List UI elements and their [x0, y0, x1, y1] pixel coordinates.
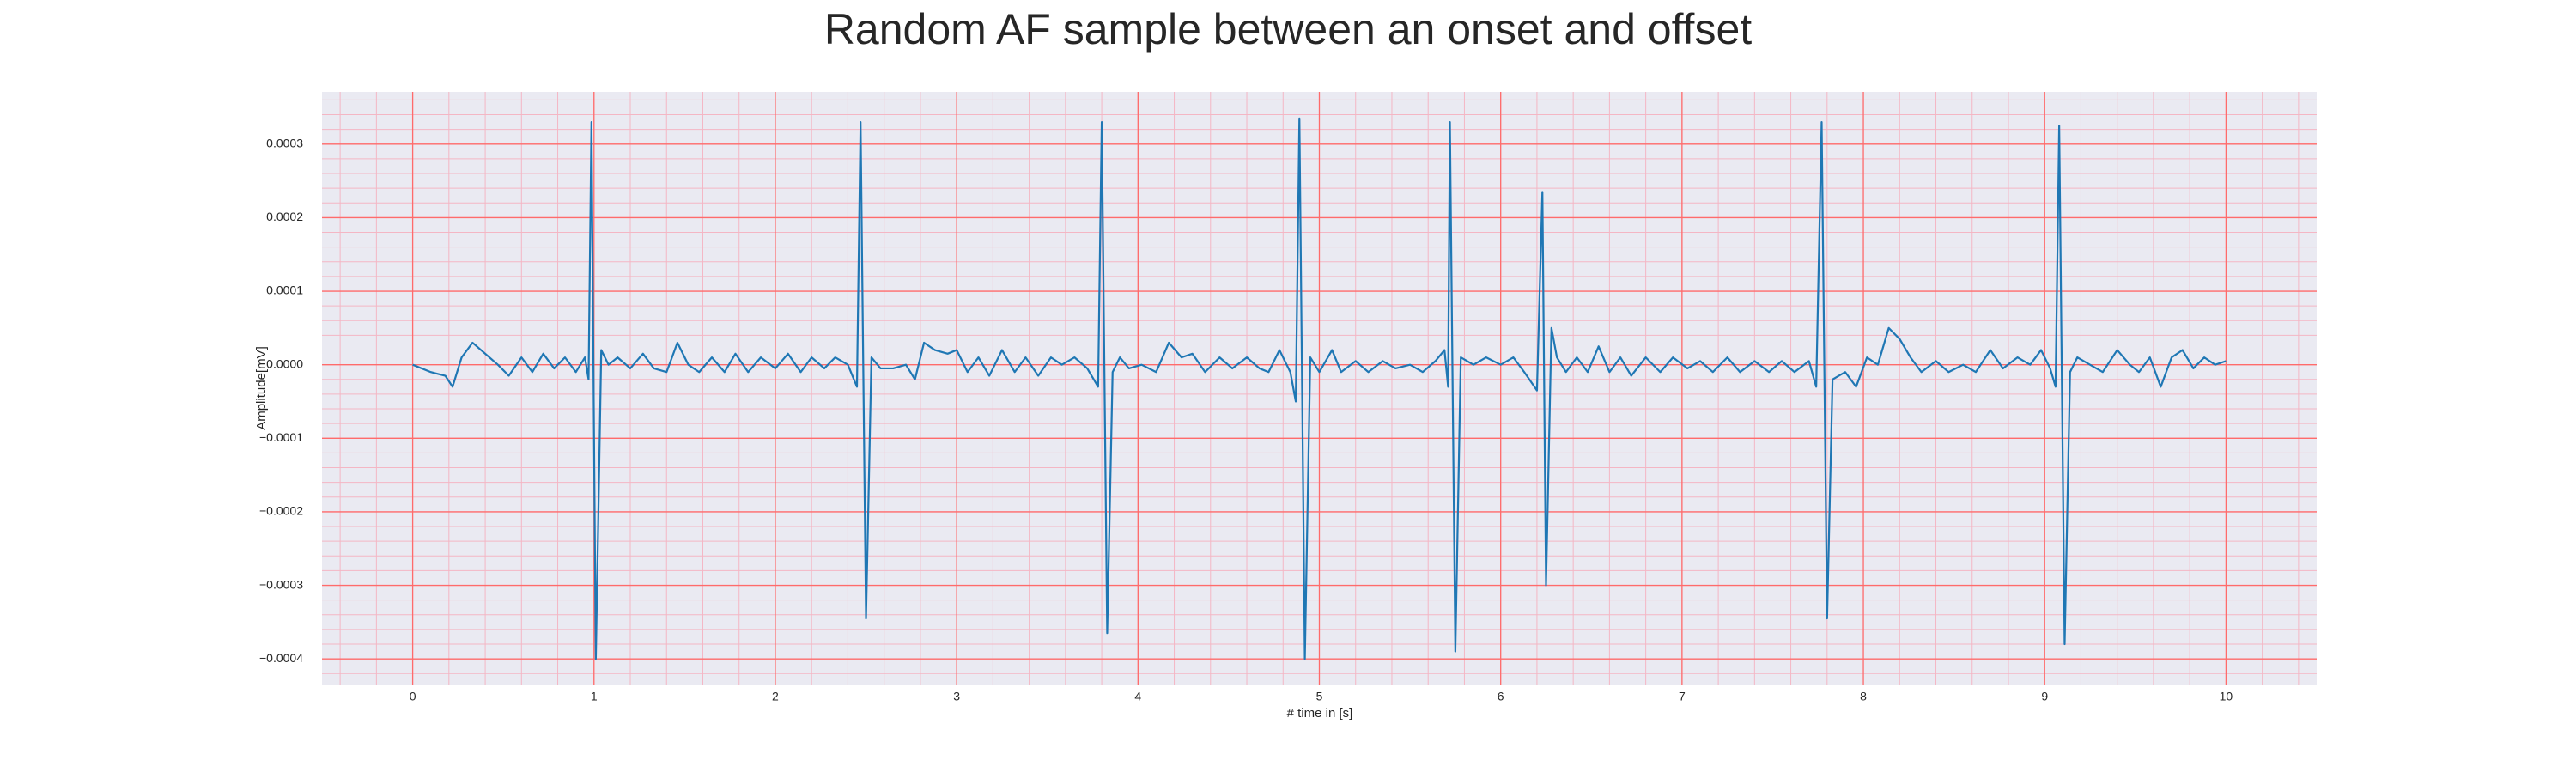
y-tick-label: −0.0001	[259, 430, 303, 444]
x-axis-label: # time in [s]	[1287, 706, 1353, 721]
x-tick-label: 3	[953, 690, 960, 703]
series-line	[412, 117, 2227, 660]
y-tick-label: 0.0003	[266, 136, 303, 149]
x-tick-label: 10	[2220, 690, 2233, 703]
y-tick-label: −0.0003	[259, 577, 303, 591]
x-tick-label: 2	[772, 690, 779, 703]
y-tick-label: −0.0004	[259, 651, 303, 665]
x-tick-label: 0	[410, 690, 416, 703]
x-tick-label: 7	[1679, 690, 1686, 703]
chart-title: Random AF sample between an onset and of…	[824, 5, 1752, 53]
y-tick-label: 0.0000	[266, 356, 303, 370]
y-tick-label: 0.0001	[266, 283, 303, 297]
y-tick-label: 0.0002	[266, 210, 303, 223]
x-tick-label: 5	[1316, 690, 1323, 703]
y-axis-label: Amplitude[mV]	[254, 346, 269, 430]
x-tick-label: 6	[1498, 690, 1504, 703]
y-tick-label: −0.0002	[259, 504, 303, 518]
x-tick-label: 4	[1134, 690, 1141, 703]
x-tick-label: 8	[1860, 690, 1867, 703]
x-tick-label: 9	[2041, 690, 2048, 703]
x-tick-label: 1	[591, 690, 598, 703]
